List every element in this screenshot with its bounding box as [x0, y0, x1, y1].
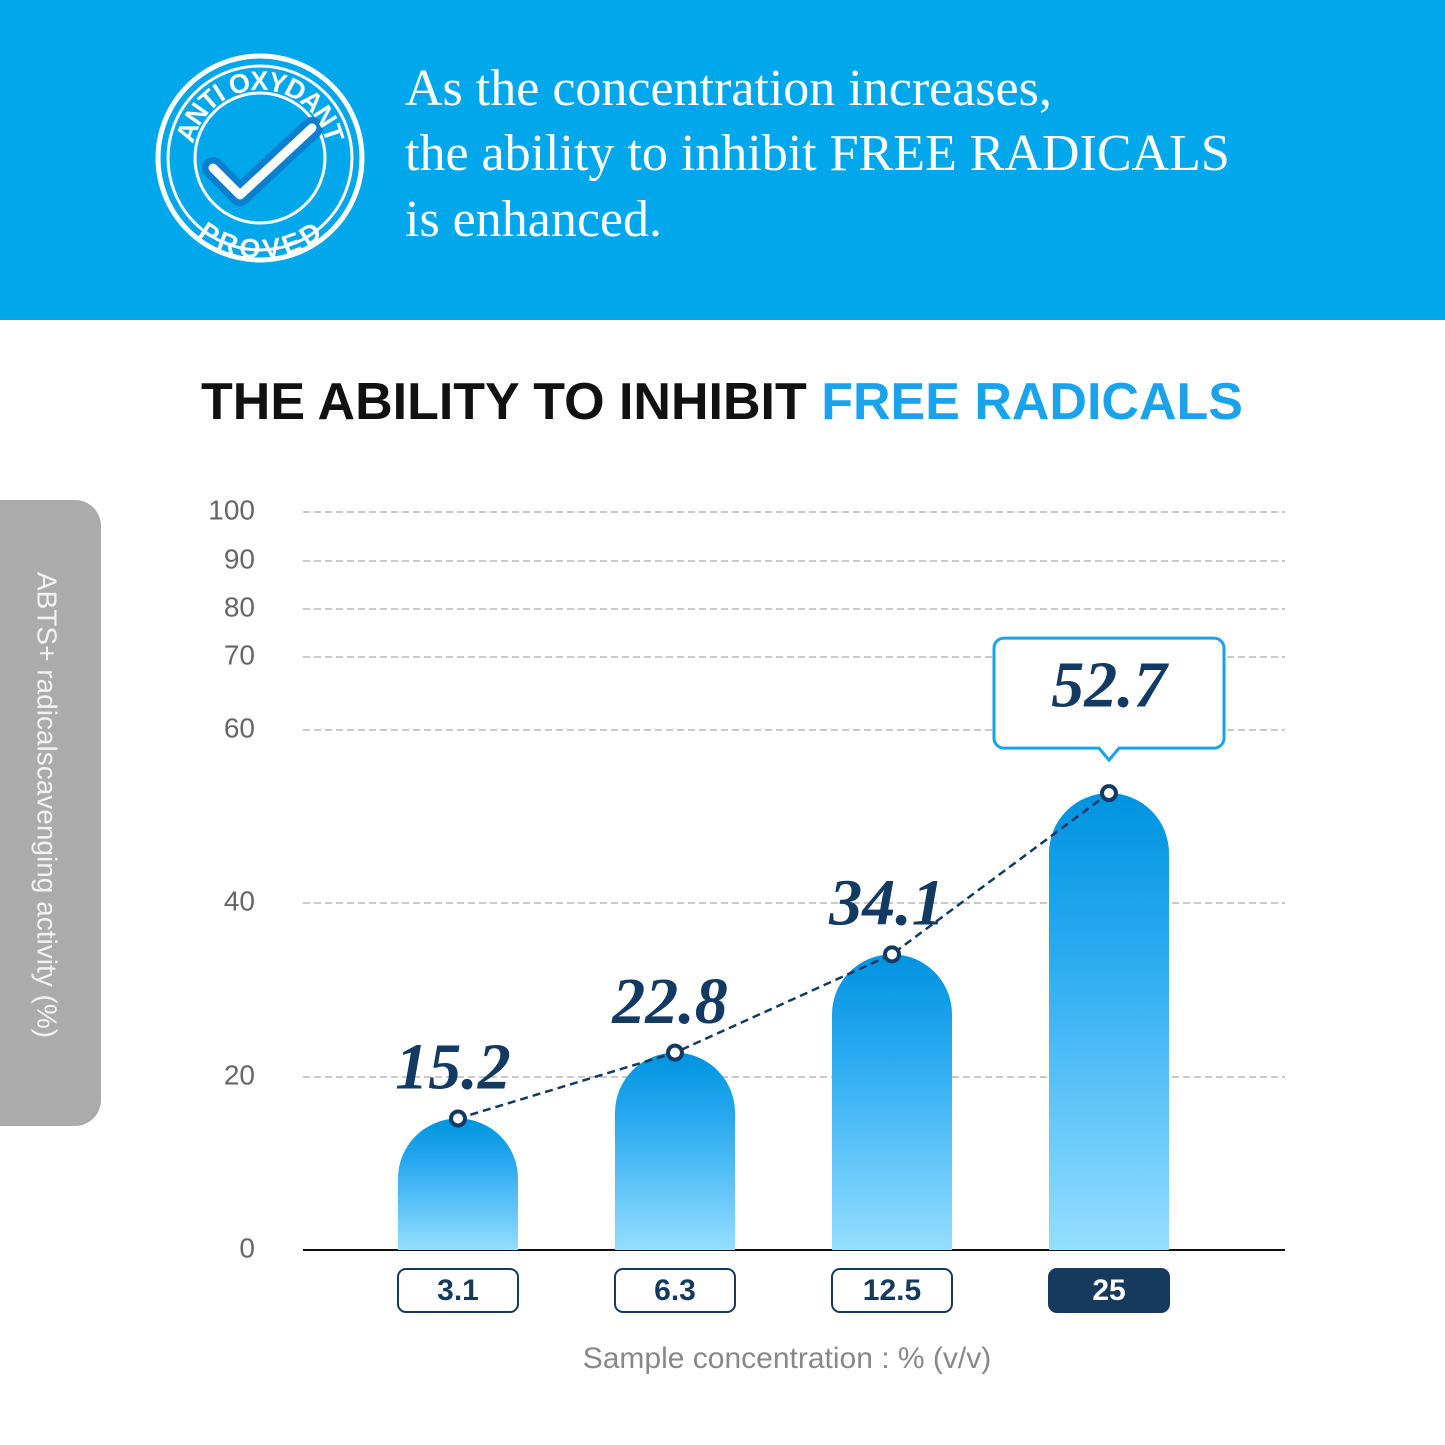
y-tick-label: 90: [224, 543, 255, 574]
y-tick-label: 20: [224, 1059, 255, 1090]
header-band: [0, 0, 1445, 320]
header-line: the ability to inhibit FREE RADICALS: [405, 125, 1230, 182]
x-tick-label: 12.5: [863, 1274, 921, 1307]
y-tick-label: 40: [224, 885, 255, 916]
y-tick-label: 0: [239, 1232, 255, 1263]
header-line: is enhanced.: [405, 191, 662, 248]
point: [1100, 784, 1118, 803]
x-tick-label: 3.1: [437, 1274, 479, 1307]
value-label: 22.8: [611, 965, 728, 1038]
value-label: 34.1: [828, 866, 945, 939]
title-highlight: FREE RADICALS: [821, 373, 1243, 431]
y-tick-label: 70: [224, 639, 255, 670]
value-label: 15.2: [395, 1031, 511, 1104]
bar: [832, 954, 952, 1250]
value-label: 52.7: [1051, 648, 1170, 721]
title-part: THE ABILITY TO INHIBIT: [201, 373, 807, 431]
y-axis-label: ABTS+ radicalscavenging activity (%): [32, 572, 63, 1038]
category-box: [397, 1268, 519, 1313]
category-box: [831, 1268, 953, 1313]
x-axis-label: Sample concentration : % (v/v): [583, 1342, 992, 1375]
category-box: [1048, 1268, 1170, 1313]
bar: [615, 1052, 735, 1250]
point: [449, 1109, 467, 1128]
bar: [1049, 793, 1169, 1250]
x-tick-label: 25: [1092, 1274, 1125, 1307]
header-line: As the concentration increases,: [405, 60, 1052, 117]
chart-title: THE ABILITY TO INHIBIT FREE RADICALS: [201, 373, 1243, 431]
callout: [992, 636, 1226, 763]
point: [666, 1043, 684, 1062]
y-tick-label: 100: [208, 494, 255, 525]
y-label-tab: [0, 500, 101, 1126]
x-tick-label: 6.3: [654, 1274, 696, 1307]
point: [883, 945, 901, 964]
y-tick-label: 80: [224, 591, 255, 622]
bar: [398, 1118, 519, 1250]
y-tick-label: 60: [224, 712, 255, 743]
category-box: [614, 1268, 736, 1313]
trend-line: [457, 792, 1110, 1120]
